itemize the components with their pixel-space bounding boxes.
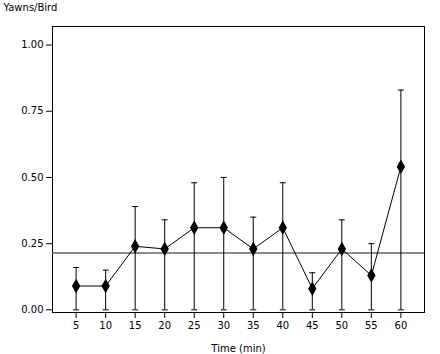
svg-text:55: 55 <box>365 320 378 331</box>
svg-text:30: 30 <box>217 320 230 331</box>
svg-text:Yawns/Bird: Yawns/Bird <box>3 2 58 13</box>
svg-text:15: 15 <box>129 320 142 331</box>
svg-text:50: 50 <box>335 320 348 331</box>
svg-text:10: 10 <box>99 320 112 331</box>
svg-text:0.25: 0.25 <box>21 238 43 249</box>
svg-text:40: 40 <box>276 320 289 331</box>
svg-text:0.50: 0.50 <box>21 172 43 183</box>
svg-text:5: 5 <box>73 320 79 331</box>
svg-text:0.75: 0.75 <box>21 105 43 116</box>
svg-text:0.00: 0.00 <box>21 304 43 315</box>
svg-text:25: 25 <box>188 320 201 331</box>
svg-text:60: 60 <box>395 320 408 331</box>
svg-text:45: 45 <box>306 320 319 331</box>
svg-text:20: 20 <box>158 320 171 331</box>
svg-text:Time (min): Time (min) <box>210 343 265 354</box>
svg-text:35: 35 <box>247 320 260 331</box>
svg-text:1.00: 1.00 <box>21 39 43 50</box>
